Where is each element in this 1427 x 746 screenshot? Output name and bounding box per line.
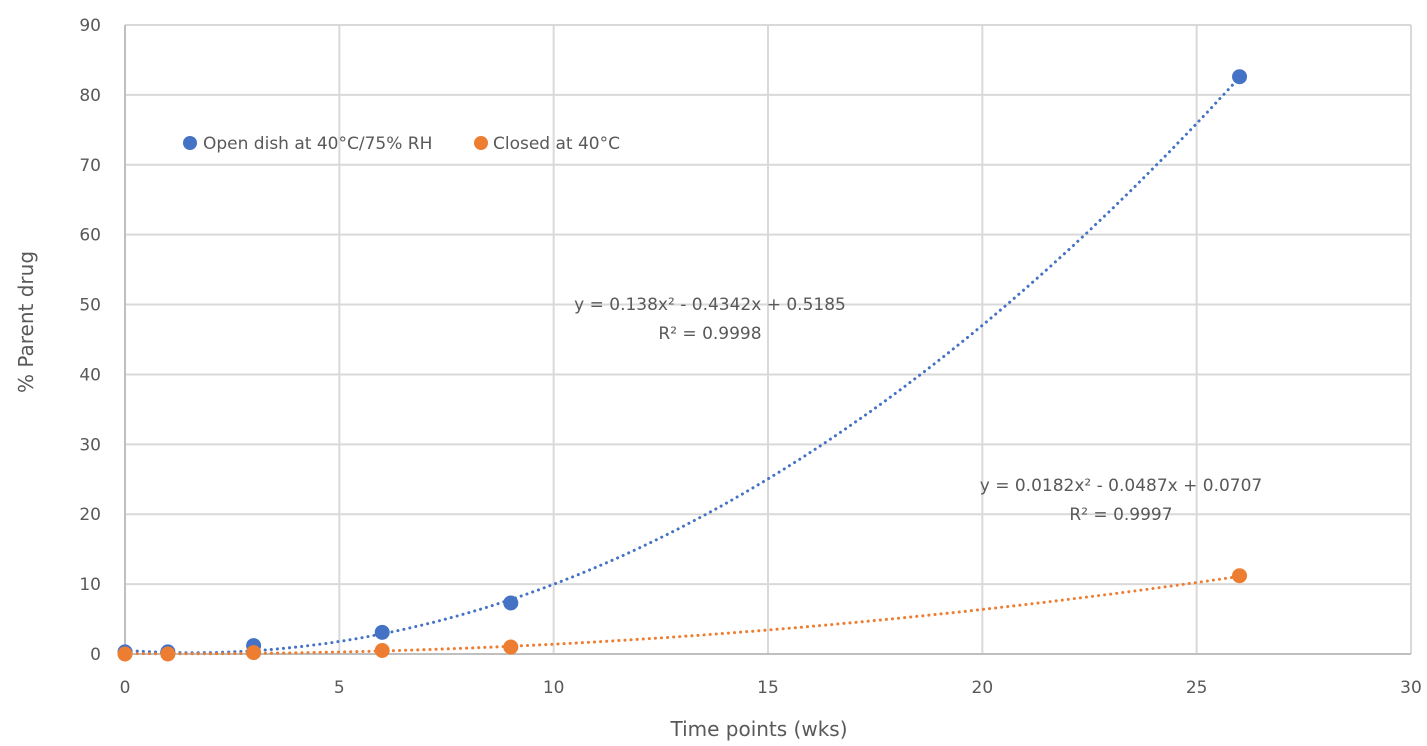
- legend-label-closed: Closed at 40°C: [493, 134, 620, 154]
- x-tick-label: 30: [1400, 678, 1422, 698]
- trendline-open-dish: [123, 75, 1241, 655]
- y-axis-title: % Parent drug: [14, 251, 38, 393]
- data-point-closed: [374, 643, 390, 659]
- trendline-equation-closed: y = 0.0182x² - 0.0487x + 0.0707: [980, 476, 1263, 496]
- data-point-closed: [1232, 568, 1248, 584]
- data-point-open-dish: [503, 595, 519, 611]
- x-tick-label: 20: [972, 678, 994, 698]
- x-tick-label: 10: [543, 678, 565, 698]
- trendlines: [123, 75, 1241, 656]
- y-tick-label: 50: [79, 296, 101, 316]
- trendline-r2-closed: R² = 0.9997: [1069, 505, 1172, 525]
- data-points: [117, 69, 1248, 662]
- y-tick-label: 60: [79, 226, 101, 246]
- y-tick-label: 70: [79, 156, 101, 176]
- legend: Open dish at 40°C/75% RH Closed at 40°C: [183, 134, 620, 154]
- y-axis-ticks: 0 10 20 30 40 50 60 70 80 90: [79, 16, 101, 665]
- trendline-label-closed: y = 0.0182x² - 0.0487x + 0.0707 R² = 0.9…: [980, 476, 1263, 525]
- data-point-closed: [246, 645, 262, 661]
- y-tick-label: 40: [79, 365, 101, 385]
- data-point-open-dish: [374, 624, 390, 640]
- grid: [124, 24, 1412, 655]
- legend-label-open-dish: Open dish at 40°C/75% RH: [203, 134, 432, 154]
- data-point-closed: [503, 639, 519, 655]
- x-tick-label: 15: [757, 678, 779, 698]
- y-tick-label: 20: [79, 505, 101, 525]
- y-tick-label: 80: [79, 86, 101, 106]
- x-axis-title: Time points (wks): [669, 717, 847, 741]
- trendline-label-open-dish: y = 0.138x² - 0.4342x + 0.5185 R² = 0.99…: [574, 295, 846, 344]
- trendline-closed: [123, 574, 1241, 656]
- x-tick-label: 0: [120, 678, 131, 698]
- trendline-r2-open-dish: R² = 0.9998: [658, 324, 761, 344]
- data-point-closed: [160, 646, 176, 662]
- legend-marker-closed: [474, 136, 488, 150]
- x-tick-label: 25: [1186, 678, 1208, 698]
- x-axis-ticks: 0 5 10 15 20 25 30: [120, 678, 1422, 698]
- data-point-open-dish: [1232, 69, 1248, 85]
- y-tick-label: 10: [79, 575, 101, 595]
- trendline-equation-open-dish: y = 0.138x² - 0.4342x + 0.5185: [574, 295, 846, 315]
- y-tick-label: 0: [90, 645, 101, 665]
- data-point-closed: [117, 646, 133, 662]
- legend-marker-open-dish: [183, 136, 197, 150]
- y-tick-label: 90: [79, 16, 101, 36]
- x-tick-label: 5: [334, 678, 345, 698]
- y-tick-label: 30: [79, 435, 101, 455]
